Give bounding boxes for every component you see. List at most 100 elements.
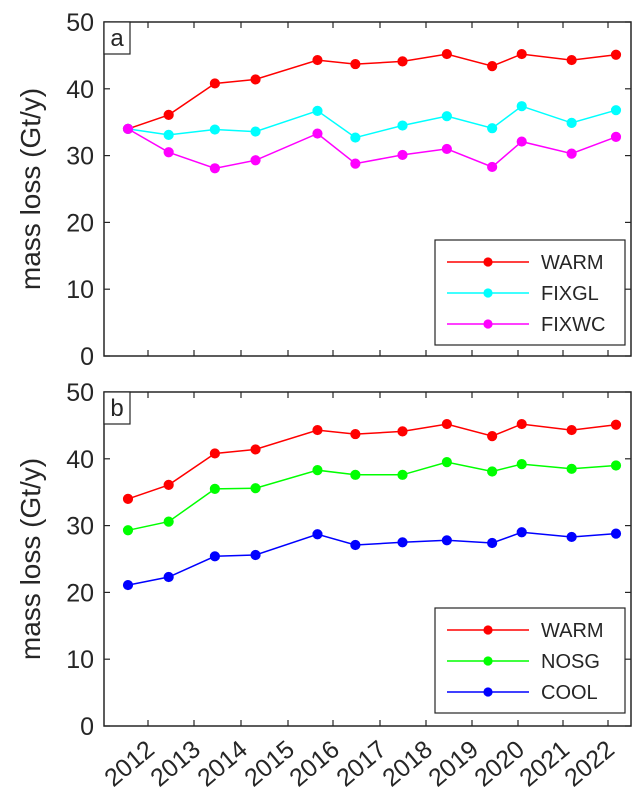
x-tick-label: 2012 (99, 735, 160, 792)
axes-box (103, 391, 632, 727)
data-point-cool (566, 531, 577, 543)
panel-label: b (110, 395, 123, 422)
data-point-nosg (441, 457, 452, 468)
y-tick-label: 40 (66, 446, 94, 474)
legend-label-warm: WARM (541, 252, 604, 274)
x-tick-label: 2022 (559, 735, 620, 792)
y-tick-label: 0 (80, 713, 94, 741)
y-tick-label: 40 (66, 76, 94, 104)
data-point-fixwc (516, 136, 527, 147)
legend-label-cool: COOL (541, 682, 598, 704)
data-point-warm (350, 428, 361, 440)
y-tick-label: 0 (80, 343, 94, 371)
data-point-cool (350, 539, 361, 551)
data-point-warm (397, 426, 408, 437)
data-point-fixwc (209, 163, 220, 174)
y-tick-label: 20 (66, 209, 94, 237)
data-point-warm (487, 60, 498, 72)
data-point-cool (441, 535, 452, 546)
data-point-cool (312, 529, 323, 540)
data-point-fixgl (312, 105, 323, 116)
legend-label-fixwc: FIXWC (541, 314, 605, 336)
series-line-fixwc (127, 128, 617, 170)
data-point-fixwc (610, 131, 622, 142)
data-point-cool (209, 551, 220, 562)
legend-label-warm: WARM (541, 620, 604, 642)
data-point-fixgl (209, 124, 220, 135)
data-point-warm (250, 444, 261, 455)
data-point-warm (441, 48, 452, 60)
data-point-warm (350, 58, 361, 70)
data-point-fixgl (397, 120, 408, 131)
data-point-warm (209, 78, 220, 89)
data-point-fixwc (163, 147, 174, 158)
y-tick-label: 30 (66, 143, 94, 171)
data-point-nosg (312, 465, 323, 476)
data-point-nosg (350, 469, 361, 480)
data-point-fixgl (163, 129, 174, 140)
panel-b: 0 10 20 30 40 50 mass loss (Gt/y) b WARM NOSG COOL… (15, 379, 632, 792)
data-point-nosg (610, 460, 622, 471)
data-point-fixwc (250, 155, 261, 166)
y-axis-title: mass loss (Gt/y) (15, 88, 46, 290)
y-tick-label: 10 (66, 646, 94, 674)
legend-marker (483, 257, 493, 267)
data-point-fixgl (487, 123, 498, 134)
data-point-fixgl (250, 126, 261, 137)
legend-marker (483, 656, 493, 666)
data-point-warm (441, 418, 452, 430)
legend-label-fixgl: FIXGL (541, 283, 599, 305)
data-point-fixgl (350, 132, 361, 143)
data-point-warm (397, 56, 408, 67)
data-point-fixwc (350, 158, 361, 169)
data-point-fixwc (487, 161, 498, 173)
data-point-fixgl (441, 111, 452, 122)
series-line-warm (127, 423, 617, 500)
data-point-cool (397, 537, 408, 548)
data-point-warm (516, 48, 527, 60)
data-point-warm (487, 430, 498, 442)
panel-a: 0 10 20 30 40 50 mass loss (Gt/y) a WARM FIXGL FIX… (15, 9, 632, 371)
series-line-cool (127, 531, 617, 586)
data-point-fixwc (122, 123, 134, 134)
data-point-nosg (566, 463, 577, 474)
legend-marker (483, 319, 493, 329)
data-point-cool (163, 571, 174, 583)
series-line-warm (127, 53, 617, 130)
data-point-fixwc (312, 128, 323, 139)
data-point-nosg (122, 525, 134, 536)
legend-marker (483, 687, 493, 697)
data-point-cool (250, 549, 261, 561)
legend-marker (483, 288, 493, 298)
data-point-cool (516, 527, 527, 538)
data-point-warm (566, 424, 577, 436)
data-point-warm (312, 54, 323, 66)
data-point-fixwc (566, 148, 577, 159)
series-line-fixgl (127, 105, 617, 139)
x-tick-label: 2013 (145, 735, 206, 792)
data-point-fixwc (441, 143, 452, 155)
panel-label-box (103, 391, 131, 425)
data-point-nosg (487, 466, 498, 477)
data-point-warm (163, 109, 174, 120)
data-point-fixwc (397, 149, 408, 161)
data-point-warm (566, 54, 577, 66)
data-point-nosg (250, 483, 261, 494)
x-tick-label: 2021 (514, 735, 575, 792)
legend-marker (483, 625, 493, 635)
x-tick-label: 2016 (284, 735, 345, 792)
x-tick-label: 2015 (239, 735, 300, 792)
legend-label-nosg: NOSG (541, 651, 600, 673)
data-point-fixgl (516, 101, 527, 112)
data-point-warm (312, 424, 323, 436)
data-point-warm (250, 74, 261, 85)
data-point-warm (610, 49, 622, 60)
y-tick-label: 50 (66, 9, 94, 37)
axes-box (103, 21, 632, 357)
y-tick-label: 20 (66, 579, 94, 607)
x-tick-label: 2019 (423, 735, 484, 792)
data-point-nosg (163, 516, 174, 527)
data-point-cool (487, 537, 498, 549)
x-tick-label: 2014 (192, 735, 253, 792)
